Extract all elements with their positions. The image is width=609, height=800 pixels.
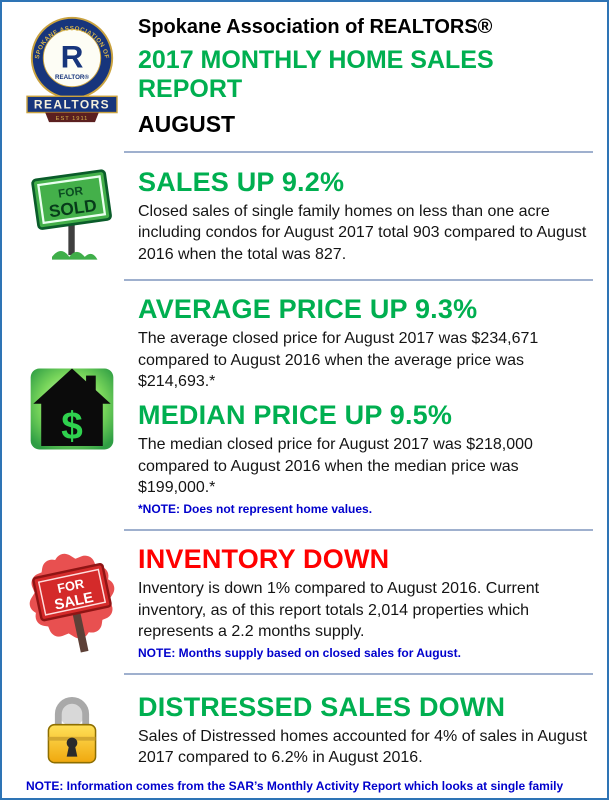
- house-dollar-symbol: $: [61, 404, 83, 447]
- average-price-body: The average closed price for August 2017…: [138, 330, 539, 390]
- footer: NOTE: Information comes from the SAR’s M…: [20, 772, 593, 798]
- separator: [124, 279, 593, 281]
- distressed-body: Sales of Distressed homes accounted for …: [138, 727, 588, 767]
- separator: [124, 151, 593, 153]
- section-distressed: DISTRESSED SALES DOWN Sales of Distresse…: [20, 688, 593, 772]
- logo-est-text: EST 1911: [56, 116, 89, 122]
- report-title: 2017 MONTHLY HOME SALES REPORT: [138, 46, 494, 103]
- distressed-heading: DISTRESSED SALES DOWN: [138, 691, 506, 722]
- sold-sign-icon: FOR SOLD: [31, 169, 112, 260]
- median-price-heading: MEDIAN PRICE UP 9.5%: [138, 400, 453, 431]
- house-dollar-icon: $: [30, 368, 114, 450]
- sales-body: Closed sales of single family homes on l…: [138, 203, 587, 263]
- seal-realtor-label: REALTOR®: [55, 74, 89, 81]
- header: SPOKANE ASSOCIATION OF R REALTOR® REALTO…: [20, 14, 593, 138]
- inventory-note: NOTE: Months supply based on closed sale…: [138, 646, 461, 661]
- sold-sign-text-for: FOR: [57, 183, 84, 200]
- inventory-body: Inventory is down 1% compared to August …: [138, 580, 540, 640]
- header-text: Spokane Association of REALTORS® 2017 MO…: [124, 14, 593, 138]
- section-price: $ AVERAGE PRICE UP 9.3% The average clos…: [20, 294, 593, 516]
- logo-banner-text: REALTORS: [34, 98, 110, 112]
- separator: [124, 529, 593, 532]
- inventory-heading: INVENTORY DOWN: [138, 544, 390, 575]
- realtor-seal-icon: SPOKANE ASSOCIATION OF R REALTOR® REALTO…: [26, 16, 118, 122]
- for-sale-text-for: FOR: [56, 576, 85, 596]
- report-month: AUGUST: [138, 111, 236, 137]
- average-price-heading: AVERAGE PRICE UP 9.3%: [138, 294, 478, 324]
- footer-note: NOTE: Information comes from the SAR’s M…: [26, 779, 564, 798]
- seal-letter: R: [61, 39, 84, 75]
- for-sale-sign-icon: FOR SALE: [29, 553, 115, 653]
- padlock-icon: [47, 697, 97, 764]
- realtor-logo: SPOKANE ASSOCIATION OF R REALTOR® REALTO…: [20, 14, 124, 125]
- separator: [124, 673, 593, 676]
- org-title: Spokane Association of REALTORS®: [138, 16, 493, 38]
- average-price-block: AVERAGE PRICE UP 9.3% The average closed…: [138, 294, 591, 392]
- sales-heading: SALES UP 9.2%: [138, 166, 345, 197]
- section-sales: FOR SOLD SALES UP 9.2% Closed sales of s…: [20, 166, 593, 266]
- median-price-block: MEDIAN PRICE UP 9.5% The median closed p…: [138, 400, 591, 516]
- section-inventory: FOR SALE INVENTORY DOWN Inventory is dow…: [20, 544, 593, 660]
- median-price-body: The median closed price for August 2017 …: [138, 436, 533, 496]
- price-note: *NOTE: Does not represent home values.: [138, 502, 373, 517]
